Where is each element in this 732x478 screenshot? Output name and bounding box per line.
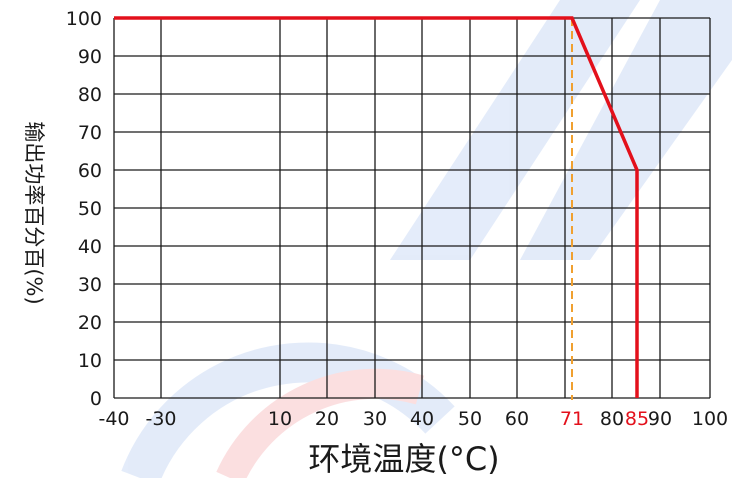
y-tick-label: 50 — [78, 198, 102, 220]
x-tick-label: 85 — [625, 408, 649, 430]
y-tick-labels: 0 10 20 30 40 50 60 70 80 90 100 — [66, 8, 102, 410]
y-tick-label: 90 — [78, 46, 102, 68]
y-axis-label-group: 输出功率百分百(%) — [22, 121, 46, 304]
y-tick-label: 30 — [78, 274, 102, 296]
series-lines — [114, 16, 639, 398]
x-tick-label: -40 — [98, 408, 129, 430]
x-tick-label: -30 — [145, 408, 176, 430]
y-tick-label: 100 — [66, 8, 102, 30]
x-tick-label: 100 — [692, 408, 728, 430]
x-tick-label: 80 — [600, 408, 624, 430]
y-tick-label: 40 — [78, 236, 102, 258]
y-tick-label: 70 — [78, 122, 102, 144]
x-tick-label: 71 — [560, 408, 584, 430]
x-tick-label: 20 — [315, 408, 339, 430]
series-line — [114, 16, 639, 398]
y-axis-label: 输出功率百分百(%) — [22, 121, 46, 304]
x-tick-label: 10 — [268, 408, 292, 430]
x-tick-label: 60 — [505, 408, 529, 430]
y-tick-label: 0 — [90, 388, 102, 410]
watermark-logo — [121, 0, 732, 478]
x-tick-label: 40 — [410, 408, 434, 430]
x-tick-label: 50 — [458, 408, 482, 430]
x-tick-label: 30 — [363, 408, 387, 430]
y-tick-label: 20 — [78, 312, 102, 334]
y-tick-label: 60 — [78, 160, 102, 182]
y-tick-label: 10 — [78, 350, 102, 372]
x-axis-label: 环境温度(°C) — [308, 440, 499, 478]
x-tick-label: 90 — [648, 408, 672, 430]
y-tick-label: 80 — [78, 84, 102, 106]
